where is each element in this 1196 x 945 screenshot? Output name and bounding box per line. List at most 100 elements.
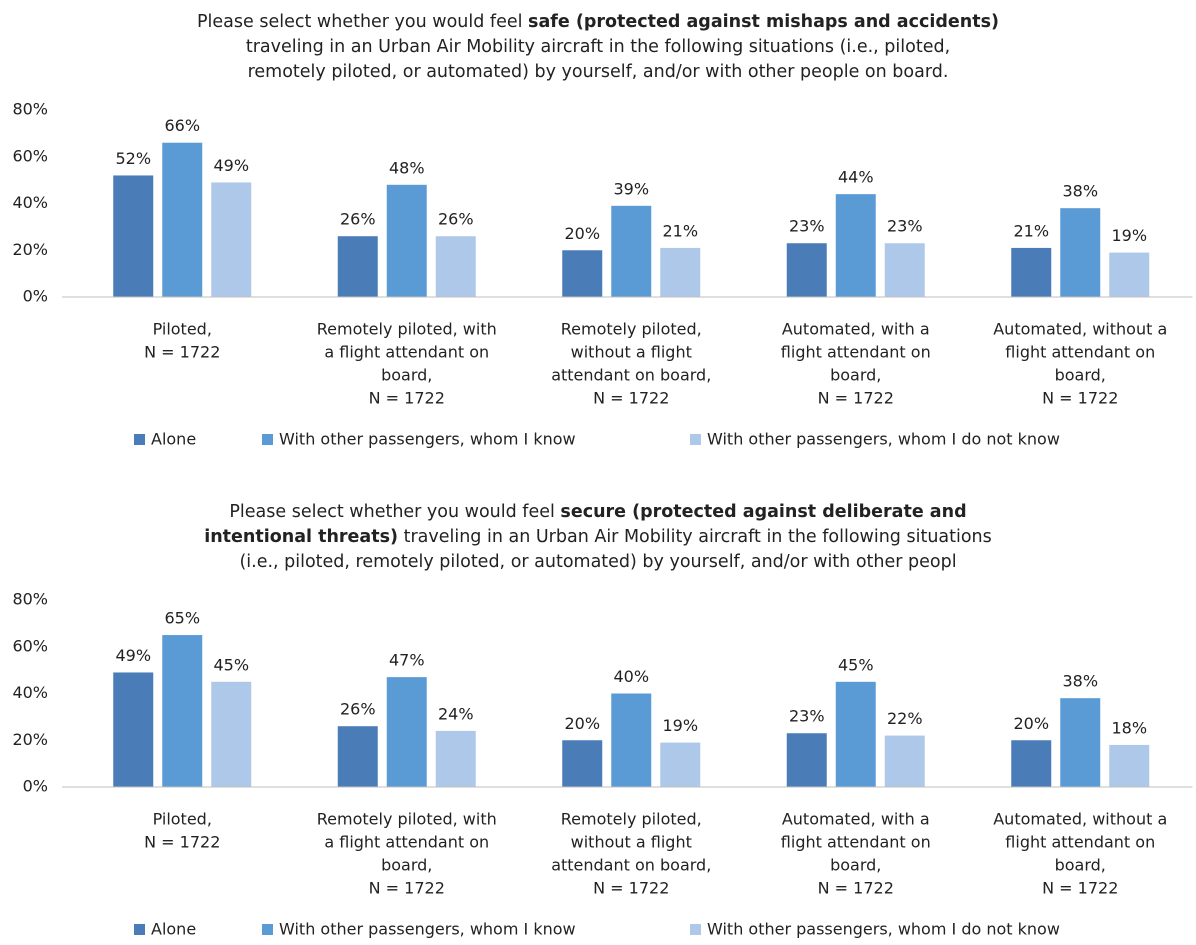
bar (435, 730, 476, 787)
bar (660, 247, 701, 297)
legend-label: With other passengers, whom I know (279, 920, 576, 939)
bar (786, 733, 827, 787)
x-tick-label: Remotely piloted, (561, 810, 702, 829)
data-label: 23% (887, 217, 923, 236)
x-tick-label: flight attendant on (1005, 343, 1155, 362)
data-label: 19% (662, 716, 698, 735)
x-tick-label: Remotely piloted, (561, 320, 702, 339)
legend-label: With other passengers, whom I do not kno… (707, 430, 1060, 449)
x-tick-label: without a flight (571, 343, 692, 362)
data-label: 23% (789, 217, 825, 236)
title-run: Please select whether you would feel (229, 502, 560, 522)
title-run: Please select whether you would feel (197, 12, 528, 32)
title-run: remotely piloted, or automated) by yours… (248, 62, 949, 82)
title-run: safe (protected against mishaps and acci… (528, 12, 999, 32)
bar (211, 182, 252, 297)
data-label: 21% (1013, 221, 1049, 240)
data-label: 19% (1111, 226, 1147, 245)
x-tick-label: board, (1055, 856, 1106, 875)
data-label: 66% (164, 116, 200, 135)
legend-swatch (134, 924, 145, 935)
bar (113, 672, 154, 787)
data-label: 24% (438, 704, 474, 723)
x-tick-label: N = 1722 (1042, 389, 1118, 408)
y-tick-label: 80% (12, 590, 48, 609)
bar (611, 693, 652, 787)
bar (1060, 208, 1101, 297)
y-tick-label: 80% (12, 100, 48, 119)
bar (435, 236, 476, 297)
x-tick-label: Piloted, (153, 320, 212, 339)
data-label: 52% (115, 149, 151, 168)
bar (386, 677, 427, 787)
x-tick-label: Automated, with a (782, 810, 930, 829)
legend-swatch (262, 924, 273, 935)
data-label: 26% (438, 210, 474, 229)
bar (1011, 247, 1052, 297)
legend-label: Alone (151, 920, 196, 939)
title-run: (i.e., piloted, remotely piloted, or aut… (239, 552, 956, 572)
bar (211, 681, 252, 787)
title-run: intentional threats) (204, 527, 398, 547)
y-tick-label: 0% (23, 777, 48, 796)
bar (386, 184, 427, 297)
x-tick-label: flight attendant on (781, 343, 931, 362)
x-tick-label: N = 1722 (144, 343, 220, 362)
data-label: 38% (1062, 182, 1098, 201)
bar (786, 243, 827, 297)
x-tick-label: a flight attendant on (324, 833, 489, 852)
legend-swatch (134, 434, 145, 445)
x-tick-label: attendant on board, (551, 856, 711, 875)
legend-label: Alone (151, 430, 196, 449)
data-label: 26% (340, 210, 376, 229)
bar (611, 205, 652, 297)
bar (162, 635, 203, 787)
y-tick-label: 20% (12, 730, 48, 749)
legend-label: With other passengers, whom I do not kno… (707, 920, 1060, 939)
title-run: secure (protected against deliberate and (560, 502, 966, 522)
bar (337, 726, 378, 787)
chart-title: (i.e., piloted, remotely piloted, or aut… (239, 552, 956, 572)
data-label: 44% (838, 168, 874, 187)
y-tick-label: 40% (12, 683, 48, 702)
bar (337, 236, 378, 297)
chart-title: Please select whether you would feel saf… (197, 12, 999, 32)
bar (562, 740, 603, 787)
title-run: traveling in an Urban Air Mobility aircr… (246, 37, 950, 57)
title-run: traveling in an Urban Air Mobility aircr… (398, 527, 992, 547)
data-label: 49% (213, 156, 249, 175)
x-tick-label: Remotely piloted, with (317, 320, 497, 339)
x-tick-label: attendant on board, (551, 366, 711, 385)
legend-swatch (262, 434, 273, 445)
x-tick-label: a flight attendant on (324, 343, 489, 362)
x-tick-label: Remotely piloted, with (317, 810, 497, 829)
data-label: 20% (1013, 714, 1049, 733)
x-tick-label: without a flight (571, 833, 692, 852)
legend-swatch (690, 924, 701, 935)
x-tick-label: N = 1722 (593, 879, 669, 898)
data-label: 48% (389, 158, 425, 177)
bar (113, 175, 154, 297)
x-tick-label: N = 1722 (818, 389, 894, 408)
data-label: 47% (389, 651, 425, 670)
x-tick-label: flight attendant on (781, 833, 931, 852)
y-tick-label: 20% (12, 240, 48, 259)
chart-title: remotely piloted, or automated) by yours… (248, 62, 949, 82)
data-label: 18% (1111, 718, 1147, 737)
y-tick-label: 60% (12, 146, 48, 165)
bar (1109, 252, 1150, 297)
data-label: 45% (213, 655, 249, 674)
bar (1011, 740, 1052, 787)
x-tick-label: N = 1722 (818, 879, 894, 898)
bar (835, 194, 876, 297)
data-label: 39% (613, 179, 649, 198)
data-label: 65% (164, 609, 200, 628)
data-label: 20% (564, 224, 600, 243)
bar (162, 142, 203, 297)
x-tick-label: board, (830, 366, 881, 385)
x-tick-label: board, (1055, 366, 1106, 385)
x-tick-label: Automated, without a (993, 320, 1167, 339)
bar (660, 742, 701, 787)
data-label: 23% (789, 707, 825, 726)
